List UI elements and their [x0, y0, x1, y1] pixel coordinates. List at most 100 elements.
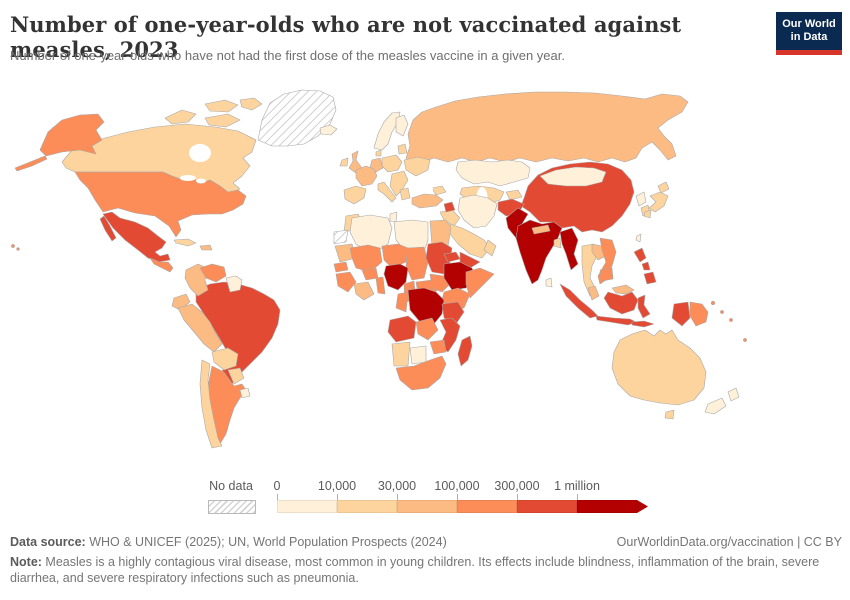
country-denmark[interactable] [375, 149, 382, 157]
country-uruguay[interactable] [239, 387, 251, 399]
country-new-zealand-south[interactable] [704, 397, 727, 415]
country-indonesia-lesser-sunda[interactable] [631, 320, 655, 328]
country-drc[interactable] [407, 287, 445, 325]
region-congo-gabon[interactable] [395, 291, 409, 313]
country-somalia[interactable] [465, 267, 495, 299]
country-yemen[interactable] [459, 251, 481, 269]
country-nepal[interactable] [531, 224, 551, 235]
country-sri-lanka[interactable] [545, 277, 553, 288]
country-tunisia[interactable] [389, 211, 398, 223]
country-philippines[interactable] [641, 261, 651, 271]
region-central-europe[interactable] [381, 154, 403, 173]
country-senegal[interactable] [333, 261, 349, 273]
country-niger[interactable] [381, 243, 409, 269]
country-namibia[interactable] [391, 341, 411, 367]
region-pacific-islands[interactable] [729, 318, 733, 322]
country-new-zealand-north[interactable] [727, 387, 740, 402]
legend-segment-1[interactable] [277, 500, 337, 513]
country-madagascar[interactable] [457, 335, 473, 367]
country-indonesia-papua[interactable] [671, 301, 691, 327]
country-taiwan[interactable] [635, 233, 642, 243]
region-pacific-islands[interactable] [720, 310, 724, 314]
region-guyanas[interactable] [225, 275, 243, 293]
country-botswana[interactable] [409, 345, 427, 365]
owid-logo[interactable]: Our World in Data [776, 12, 842, 55]
region-guinea[interactable] [335, 271, 357, 293]
country-algeria[interactable] [349, 214, 393, 255]
region-pacific-islands[interactable] [743, 338, 747, 342]
country-cuba[interactable] [173, 238, 197, 247]
country-hispaniola[interactable] [199, 244, 213, 251]
country-eritrea[interactable] [443, 251, 461, 263]
country-egypt[interactable] [429, 219, 452, 247]
country-philippines[interactable] [643, 271, 657, 285]
country-zimbabwe[interactable] [429, 339, 447, 355]
country-bolivia[interactable] [211, 347, 239, 371]
country-usa-aleutians[interactable] [14, 155, 48, 172]
country-usa-alaska[interactable] [39, 113, 105, 157]
country-paraguay[interactable] [227, 367, 245, 385]
country-mexico-baja[interactable] [99, 215, 117, 242]
region-caucasus[interactable] [431, 185, 447, 196]
country-greenland[interactable] [257, 89, 337, 147]
country-zambia[interactable] [415, 317, 439, 341]
country-libya[interactable] [393, 219, 429, 253]
country-south-africa[interactable] [395, 355, 447, 391]
country-usa-hawaii[interactable] [11, 244, 15, 248]
country-japan[interactable] [648, 191, 669, 213]
country-oman[interactable] [483, 239, 497, 257]
country-indonesia-borneo[interactable] [603, 291, 639, 315]
legend-segment-4[interactable] [457, 500, 517, 513]
country-indonesia-sulawesi[interactable] [637, 294, 651, 319]
country-usa-hawaii[interactable] [16, 247, 20, 251]
country-australia[interactable] [611, 329, 707, 406]
country-canada-arctic[interactable] [204, 113, 241, 128]
country-kazakhstan[interactable] [455, 159, 531, 187]
region-baltics[interactable] [397, 143, 408, 155]
country-usa[interactable] [74, 171, 247, 238]
country-mongolia[interactable] [539, 166, 607, 187]
country-saudi-arabia[interactable] [449, 223, 491, 259]
country-mozambique[interactable] [439, 317, 461, 353]
legend-segment-6[interactable] [577, 500, 637, 513]
country-png-islands[interactable] [710, 300, 716, 306]
legend-segment-5[interactable] [517, 500, 577, 513]
country-france[interactable] [355, 165, 378, 187]
country-chad[interactable] [405, 246, 429, 281]
country-greece[interactable] [399, 187, 411, 201]
country-indonesia-java[interactable] [595, 315, 637, 326]
country-angola[interactable] [387, 315, 417, 343]
country-japan[interactable] [657, 181, 670, 194]
legend-segment-2[interactable] [337, 500, 397, 513]
country-north-korea[interactable] [635, 191, 647, 207]
country-russia[interactable] [405, 91, 689, 165]
country-japan[interactable] [643, 209, 652, 219]
region-cote-divoire-ghana[interactable] [353, 281, 375, 301]
country-italy[interactable] [377, 181, 397, 203]
country-canada-arctic[interactable] [164, 109, 197, 125]
country-bangladesh[interactable] [553, 237, 562, 249]
country-mali[interactable] [349, 244, 383, 273]
region-iberia[interactable] [343, 185, 367, 205]
country-mexico[interactable] [102, 211, 171, 263]
country-malaysia[interactable] [587, 285, 600, 301]
country-chile[interactable] [199, 359, 223, 449]
country-burkina-faso[interactable] [361, 267, 379, 281]
region-benin-togo[interactable] [375, 276, 386, 295]
country-australia-tasmania[interactable] [664, 409, 675, 420]
legend-segment-3[interactable] [397, 500, 457, 513]
country-ireland[interactable] [339, 157, 349, 167]
country-venezuela[interactable] [199, 263, 227, 283]
region-kyrgyzstan-tajikistan[interactable] [505, 189, 523, 201]
country-canada-arctic[interactable] [204, 99, 239, 113]
country-cambodia[interactable] [599, 267, 614, 282]
country-india[interactable] [515, 219, 563, 285]
country-philippines[interactable] [633, 247, 647, 263]
country-syria[interactable] [443, 201, 456, 213]
country-ukraine[interactable] [403, 156, 431, 177]
country-finland[interactable] [395, 114, 409, 137]
country-peru[interactable] [177, 303, 223, 353]
legend-no-data-swatch[interactable] [208, 500, 256, 514]
region-central-america[interactable] [149, 257, 174, 273]
country-nigeria[interactable] [383, 263, 409, 291]
